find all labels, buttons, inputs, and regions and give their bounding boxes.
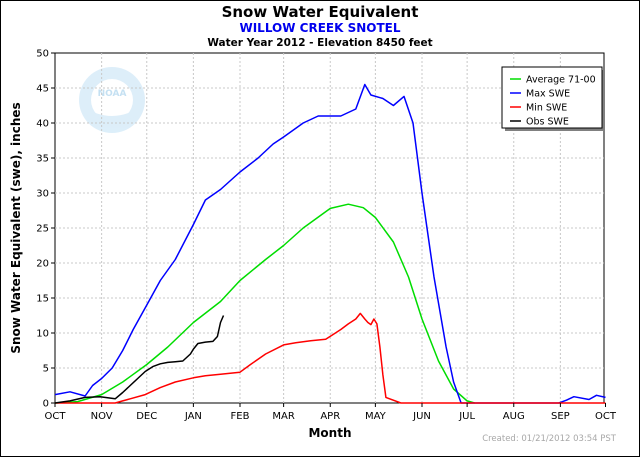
legend-label-max-swe: Max SWE: [526, 89, 570, 100]
x-tick-label: JUN: [412, 411, 431, 422]
series-line-average-71-00: [54, 203, 475, 404]
series-line-obs-swe: [54, 315, 225, 404]
y-tick-label: 30: [36, 189, 49, 200]
series-line-min-swe: [55, 312, 606, 404]
chart-subtitle: WILLOW CREEK SNOTEL: [239, 21, 400, 35]
legend-label-average-71-00: Average 71-00: [526, 75, 596, 86]
y-tick-label: 15: [36, 294, 49, 305]
x-tick-label: NOV: [91, 411, 113, 422]
chart-title: Snow Water Equivalent: [222, 3, 419, 21]
axes-layer: 0 5 10 15 20 25 30 35 40 45 50 OCT NOV DEC JAN FEB MAR AP…: [36, 49, 617, 423]
y-tick-label: 0: [43, 399, 49, 410]
y-tick-label: 5: [43, 364, 49, 375]
series-line-max-swe: [54, 83, 606, 404]
created-stamp: Created: 01/21/2012 03:54 PST: [482, 434, 617, 444]
y-tick-label: 10: [36, 329, 49, 340]
x-tick-label: JAN: [184, 411, 202, 422]
y-tick-label: 20: [36, 259, 49, 270]
chart-subtitle2: Water Year 2012 - Elevation 8450 feet: [207, 37, 432, 49]
y-tick-label: 25: [36, 224, 49, 235]
x-tick-label: OCT: [45, 411, 67, 422]
y-axis-label: Snow Water Equivalent (swe), inches: [9, 102, 23, 353]
x-tick-label: MAR: [272, 411, 294, 422]
series-layer: [54, 83, 606, 404]
y-tick-label: 35: [36, 154, 49, 165]
svg-text:NOAA: NOAA: [98, 89, 127, 99]
y-tick-label: 45: [36, 84, 49, 95]
x-tick-label: OCT: [595, 411, 617, 422]
x-tick-label: AUG: [503, 411, 525, 422]
x-tick-label: DEC: [136, 411, 157, 422]
legend: Average 71-00 Max SWE Min SWE Obs SWE: [501, 66, 605, 131]
x-tick-label: APR: [320, 411, 340, 422]
x-axis-label: Month: [308, 426, 351, 440]
x-tick-label: JUL: [458, 411, 475, 422]
x-tick-label: MAY: [365, 411, 387, 422]
legend-label-obs-swe: Obs SWE: [526, 117, 569, 128]
legend-label-min-swe: Min SWE: [526, 103, 567, 114]
x-tick-label: FEB: [231, 411, 250, 422]
y-tick-label: 40: [36, 119, 49, 130]
y-tick-label: 50: [36, 49, 49, 60]
x-tick-label: SEP: [551, 411, 570, 422]
